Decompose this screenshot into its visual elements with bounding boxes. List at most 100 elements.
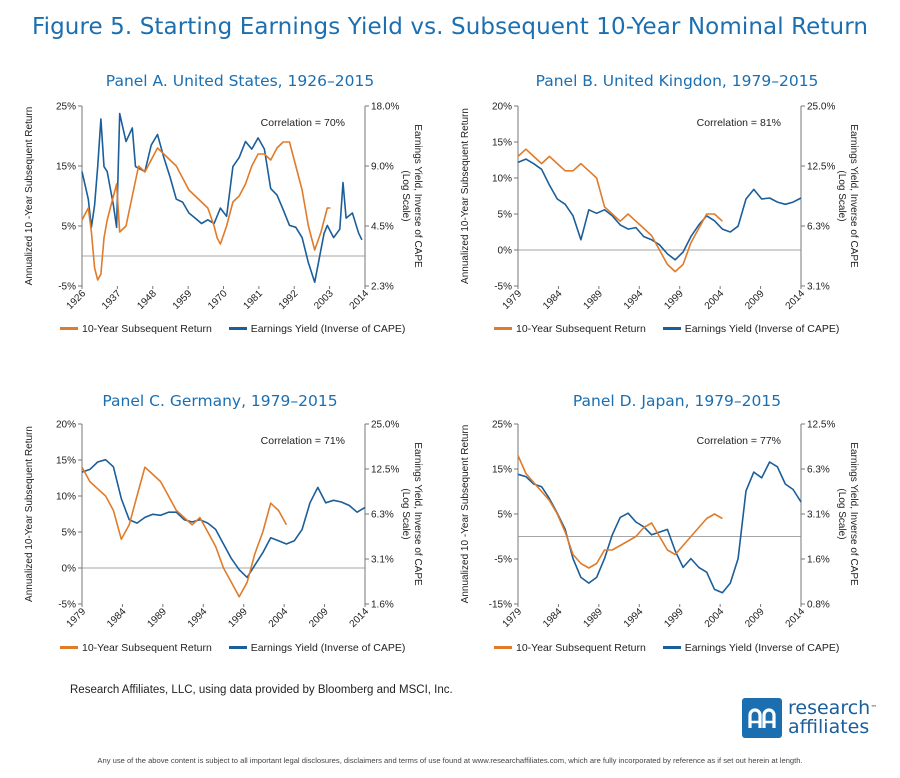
x-tick-label: 1994 xyxy=(622,606,646,630)
left-tick-label: -5% xyxy=(494,555,512,566)
left-tick-label: 5% xyxy=(62,528,77,539)
right-tick-label: 3.1% xyxy=(371,555,394,566)
earnings-yield-line xyxy=(81,112,363,284)
x-tick-label: 1989 xyxy=(581,606,605,630)
right-tick-label: 12.5% xyxy=(807,162,835,173)
disclaimer: Any use of the above content is subject … xyxy=(97,756,803,765)
panel-a-chart: 25%15%5%-5%18.0%9.0%4.5%2.3%1926 1937 1948… xyxy=(24,102,423,312)
panel-c-chart: 20% 15% 10% 5% 0% -5% 25.0% 12.5% 6.3% 3.1% 1.6% 19… xyxy=(24,420,423,630)
right-tick-label: 6.3% xyxy=(807,465,830,476)
legend-return-swatch xyxy=(60,646,78,649)
correlation-annotation: Correlation = 77% xyxy=(697,435,781,447)
right-axis-subtitle: (Log Scale) xyxy=(836,170,847,221)
correlation-annotation: Correlation = 71% xyxy=(261,435,345,447)
panel-c-legend: 10-Year Subsequent Return Earnings Yield… xyxy=(60,640,419,654)
x-tick-label: 1999 xyxy=(662,606,686,630)
panel-b-chart: 20%15%10%5%0%-5%25.0%12.5%6.3%3.1%1979 19… xyxy=(460,102,859,312)
left-tick-label: 20% xyxy=(56,420,76,431)
left-tick-label: -5% xyxy=(58,600,76,611)
left-axis-title: Annualized 10 -Year Subsequent Return xyxy=(460,425,471,604)
x-tick-label: 1970 xyxy=(206,288,230,312)
logo-line2: affiliates xyxy=(788,716,870,738)
x-tick-label: 1992 xyxy=(277,288,301,312)
legend-yield: Earnings Yield (Inverse of CAPE) xyxy=(662,322,840,335)
legend-return: 10-Year Subsequent Return xyxy=(494,323,646,335)
left-tick-label: 15% xyxy=(492,465,512,476)
left-tick-label: -5% xyxy=(494,282,512,293)
left-tick-label: 0% xyxy=(498,246,513,257)
legend-return-label: 10-Year Subsequent Return xyxy=(82,641,212,654)
left-tick-label: 20% xyxy=(492,102,512,113)
panel-c-title: Panel C. Germany, 1979–2015 xyxy=(102,392,338,410)
right-tick-label: 12.5% xyxy=(807,420,835,431)
right-tick-label: 1.6% xyxy=(371,600,394,611)
panel-d-title: Panel D. Japan, 1979–2015 xyxy=(572,392,782,410)
right-tick-label: 0.8% xyxy=(807,600,830,611)
legend-return-swatch xyxy=(60,327,78,330)
left-tick-label: 0% xyxy=(62,564,77,575)
source-note: Research Affiliates, LLC, using data pro… xyxy=(70,684,453,696)
panel-d-chart: 25%15%5%-5%-15%12.5%6.3%3.1%1.6%0.8%1979… xyxy=(460,420,859,630)
panel-a-legend: 10-Year Subsequent Return Earnings Yield… xyxy=(60,321,419,335)
x-tick-label: 2009 xyxy=(307,606,331,630)
left-axis-title: Annualized 10-Year Subsequent Return xyxy=(24,426,35,602)
legend-yield-label: Earnings Yield (Inverse of CAPE) xyxy=(250,322,406,335)
legend-return-swatch xyxy=(494,327,512,330)
right-tick-label: 6.3% xyxy=(807,222,830,233)
x-tick-label: 2003 xyxy=(312,288,336,312)
left-tick-label: 5% xyxy=(498,210,513,221)
x-tick-label: 2014 xyxy=(348,288,372,312)
legend-yield: Earnings Yield (Inverse of CAPE) xyxy=(228,322,406,335)
legend-yield-swatch xyxy=(662,646,681,649)
right-axis-subtitle: (Log Scale) xyxy=(400,488,411,539)
right-tick-label: 25.0% xyxy=(807,102,835,113)
right-axis-title: Earnings Yield, Inverse of CAPE xyxy=(412,442,423,586)
legend-return-label: 10-Year Subsequent Return xyxy=(516,322,646,335)
x-tick-label: 2014 xyxy=(784,606,808,630)
legend-yield-label: Earnings Yield (Inverse of CAPE) xyxy=(684,322,840,335)
x-tick-label: 1984 xyxy=(541,606,565,630)
x-tick-label: 1948 xyxy=(135,288,159,312)
x-tick-label: 1994 xyxy=(186,606,210,630)
left-tick-label: 25% xyxy=(492,420,512,431)
x-tick-label: 1984 xyxy=(541,288,565,312)
earnings-yield-line xyxy=(517,158,802,261)
left-tick-label: 15% xyxy=(56,456,76,467)
x-tick-label: 1984 xyxy=(105,606,129,630)
left-tick-label: 5% xyxy=(62,222,77,233)
x-tick-label: 2004 xyxy=(703,606,727,630)
figure-title: Figure 5. Starting Earnings Yield vs. Su… xyxy=(31,14,869,40)
left-tick-label: 15% xyxy=(56,162,76,173)
x-tick-label: 1989 xyxy=(145,606,169,630)
left-tick-label: 10% xyxy=(492,174,512,185)
right-axis-title: Earnings Yield, Inverse of CAPE xyxy=(848,124,859,268)
earnings-yield-line xyxy=(81,458,366,579)
right-tick-label: 9.0% xyxy=(371,162,394,173)
left-tick-label: -5% xyxy=(58,282,76,293)
correlation-annotation: Correlation = 70% xyxy=(261,117,345,129)
logo-mark-icon xyxy=(742,698,782,738)
x-tick-label: 1994 xyxy=(622,288,646,312)
x-tick-label: 2014 xyxy=(348,606,372,630)
right-tick-label: 4.5% xyxy=(371,222,394,233)
x-tick-label: 1981 xyxy=(241,288,265,312)
legend-yield: Earnings Yield (Inverse of CAPE) xyxy=(228,641,406,654)
legend-return-label: 10-Year Subsequent Return xyxy=(516,641,646,654)
left-tick-label: 5% xyxy=(498,510,513,521)
right-tick-label: 3.1% xyxy=(807,510,830,521)
right-axis-subtitle: (Log Scale) xyxy=(400,170,411,221)
x-tick-label: 1959 xyxy=(171,288,195,312)
right-axis-title: Earnings Yield, Inverse of CAPE xyxy=(412,124,423,268)
x-tick-label: 2004 xyxy=(267,606,291,630)
legend-yield-label: Earnings Yield (Inverse of CAPE) xyxy=(250,641,406,654)
right-axis-title: Earnings Yield, Inverse of CAPE xyxy=(848,442,859,586)
panel-b-title: Panel B. United Kingdon, 1979–2015 xyxy=(535,72,819,90)
legend-yield: Earnings Yield (Inverse of CAPE) xyxy=(662,642,839,654)
right-tick-label: 25.0% xyxy=(371,420,399,431)
left-axis-title: Annualized 10 -Year Subsequent Return xyxy=(24,107,35,286)
x-tick-label: 1999 xyxy=(226,606,250,630)
left-axis-title: Annualized 10-Year Subsequent Return xyxy=(460,108,471,284)
x-tick-label: 1937 xyxy=(100,288,124,312)
subsequent-return-line xyxy=(81,466,288,598)
right-tick-label: 6.3% xyxy=(371,510,394,521)
